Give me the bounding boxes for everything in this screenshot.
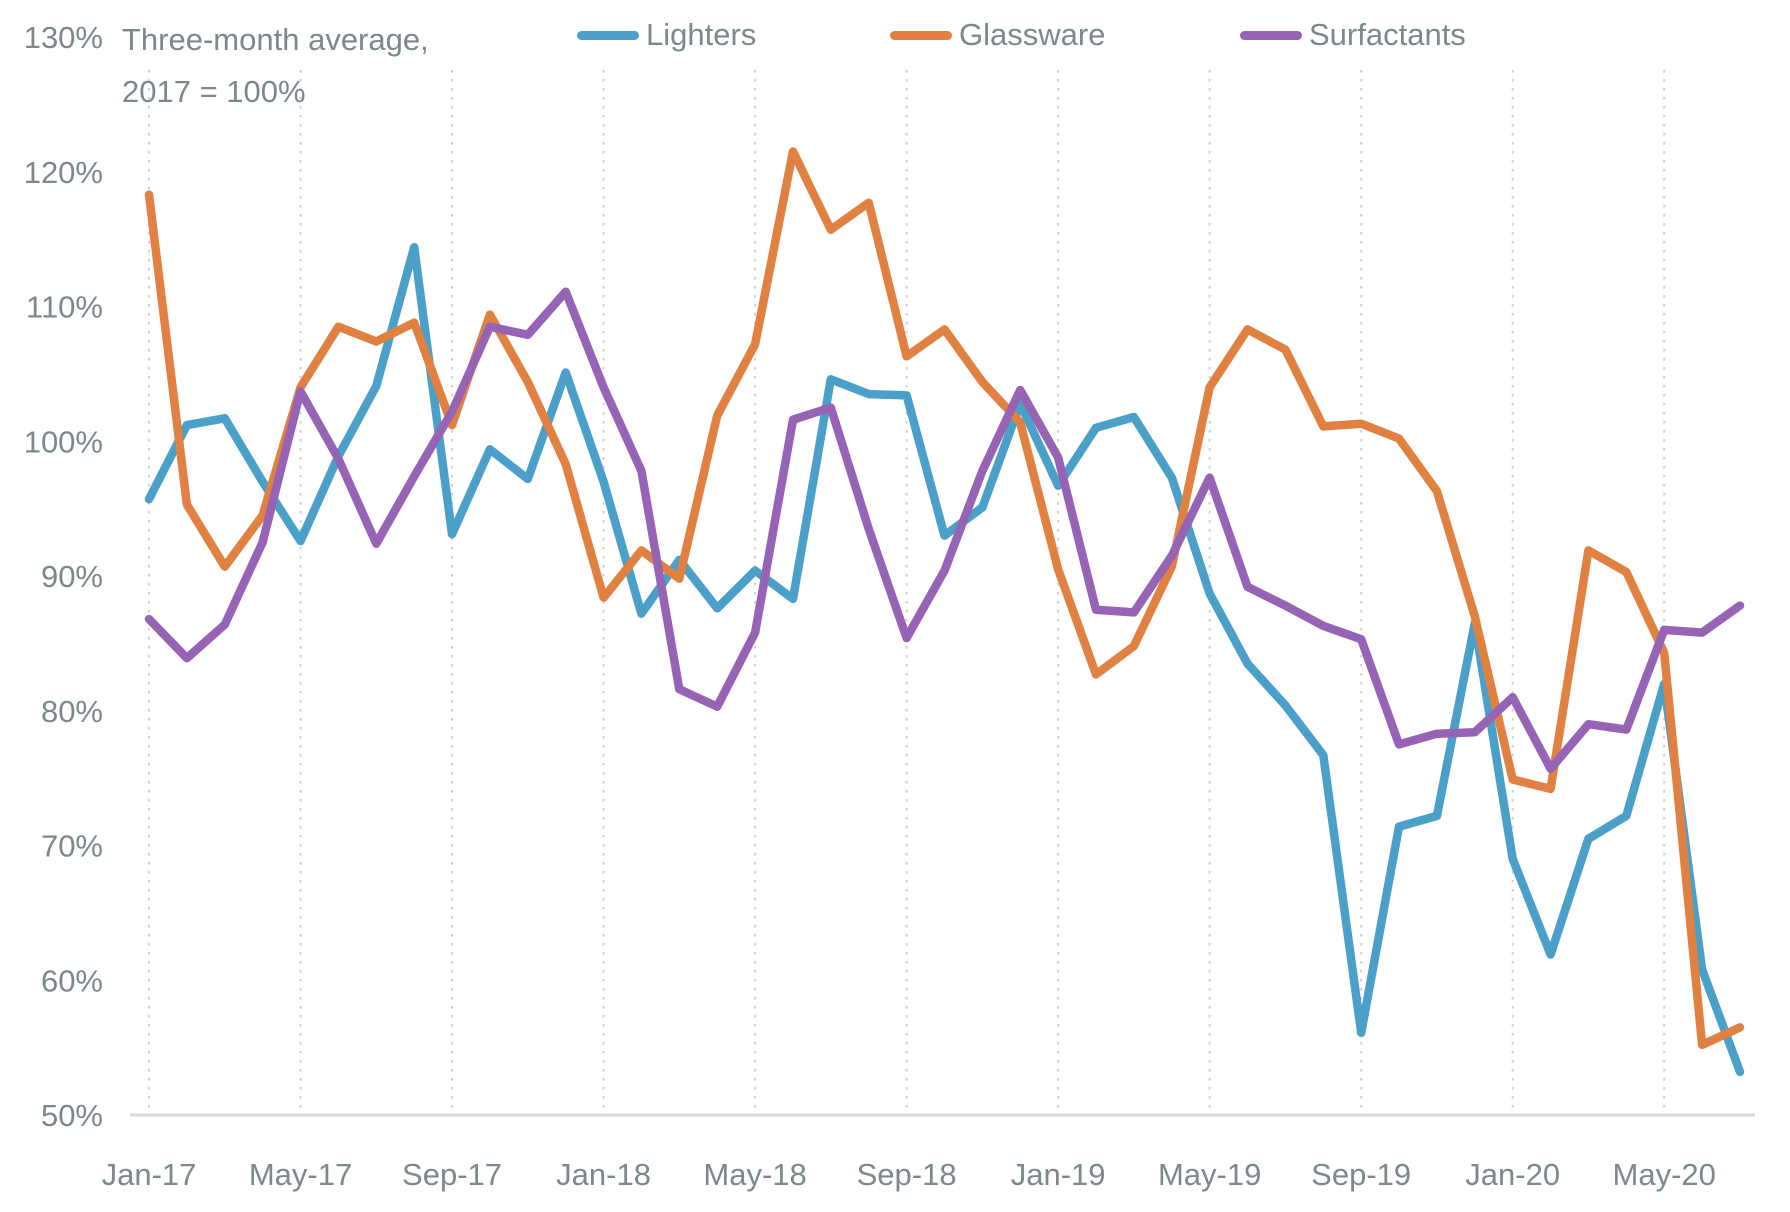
legend-label-lighters: Lighters bbox=[646, 17, 757, 52]
x-tick-label: May-17 bbox=[249, 1157, 352, 1192]
x-tick-label: May-18 bbox=[703, 1157, 806, 1192]
chart-title-line2: 2017 = 100% bbox=[122, 74, 306, 109]
y-tick-label: 100% bbox=[24, 424, 103, 459]
chart-title: Three-month average, 2017 = 100% bbox=[122, 14, 429, 118]
x-tick-label: Jan-19 bbox=[1011, 1157, 1106, 1192]
legend-item-glassware: Glassware bbox=[890, 17, 1106, 52]
y-axis-tick-labels: 130% 120% 110% 100% 90% 80% 70% 60% 50% bbox=[24, 20, 103, 1133]
data-series-lines bbox=[144, 147, 1745, 1077]
y-tick-label: 80% bbox=[41, 694, 103, 729]
x-tick-label: Jan-17 bbox=[102, 1157, 197, 1192]
legend-label-glassware: Glassware bbox=[959, 17, 1106, 52]
y-tick-label: 70% bbox=[41, 829, 103, 864]
x-tick-label: May-20 bbox=[1613, 1157, 1716, 1192]
y-tick-label: 130% bbox=[24, 20, 103, 55]
x-axis-tick-labels: Jan-17 May-17 Sep-17 Jan-18 May-18 Sep-18 Jan-… bbox=[102, 1157, 1716, 1192]
glassware-line-swatch bbox=[890, 30, 952, 40]
y-tick-label: 110% bbox=[26, 290, 103, 325]
surfactants-line bbox=[144, 287, 1745, 773]
surfactants-line-swatch bbox=[1240, 30, 1302, 40]
x-tick-label: May-19 bbox=[1158, 1157, 1261, 1192]
x-tick-label: Jan-18 bbox=[556, 1157, 651, 1192]
legend-item-lighters: Lighters bbox=[577, 17, 757, 52]
x-tick-label: Sep-19 bbox=[1311, 1157, 1411, 1192]
legend-item-surfactants: Surfactants bbox=[1240, 17, 1466, 52]
y-tick-label: 90% bbox=[41, 559, 103, 594]
lighters-line-swatch bbox=[577, 30, 639, 40]
glassware-line bbox=[144, 147, 1745, 1050]
x-tick-label: Jan-20 bbox=[1465, 1157, 1560, 1192]
vertical-gridlines bbox=[148, 70, 1666, 1115]
lighters-line bbox=[144, 242, 1745, 1077]
chart-title-line1: Three-month average, bbox=[122, 22, 429, 57]
x-tick-label: Sep-17 bbox=[402, 1157, 502, 1192]
y-tick-label: 120% bbox=[24, 155, 103, 190]
x-tick-label: Sep-18 bbox=[857, 1157, 957, 1192]
legend-label-surfactants: Surfactants bbox=[1309, 17, 1466, 52]
y-tick-label: 50% bbox=[41, 1098, 103, 1133]
y-tick-label: 60% bbox=[41, 963, 103, 998]
